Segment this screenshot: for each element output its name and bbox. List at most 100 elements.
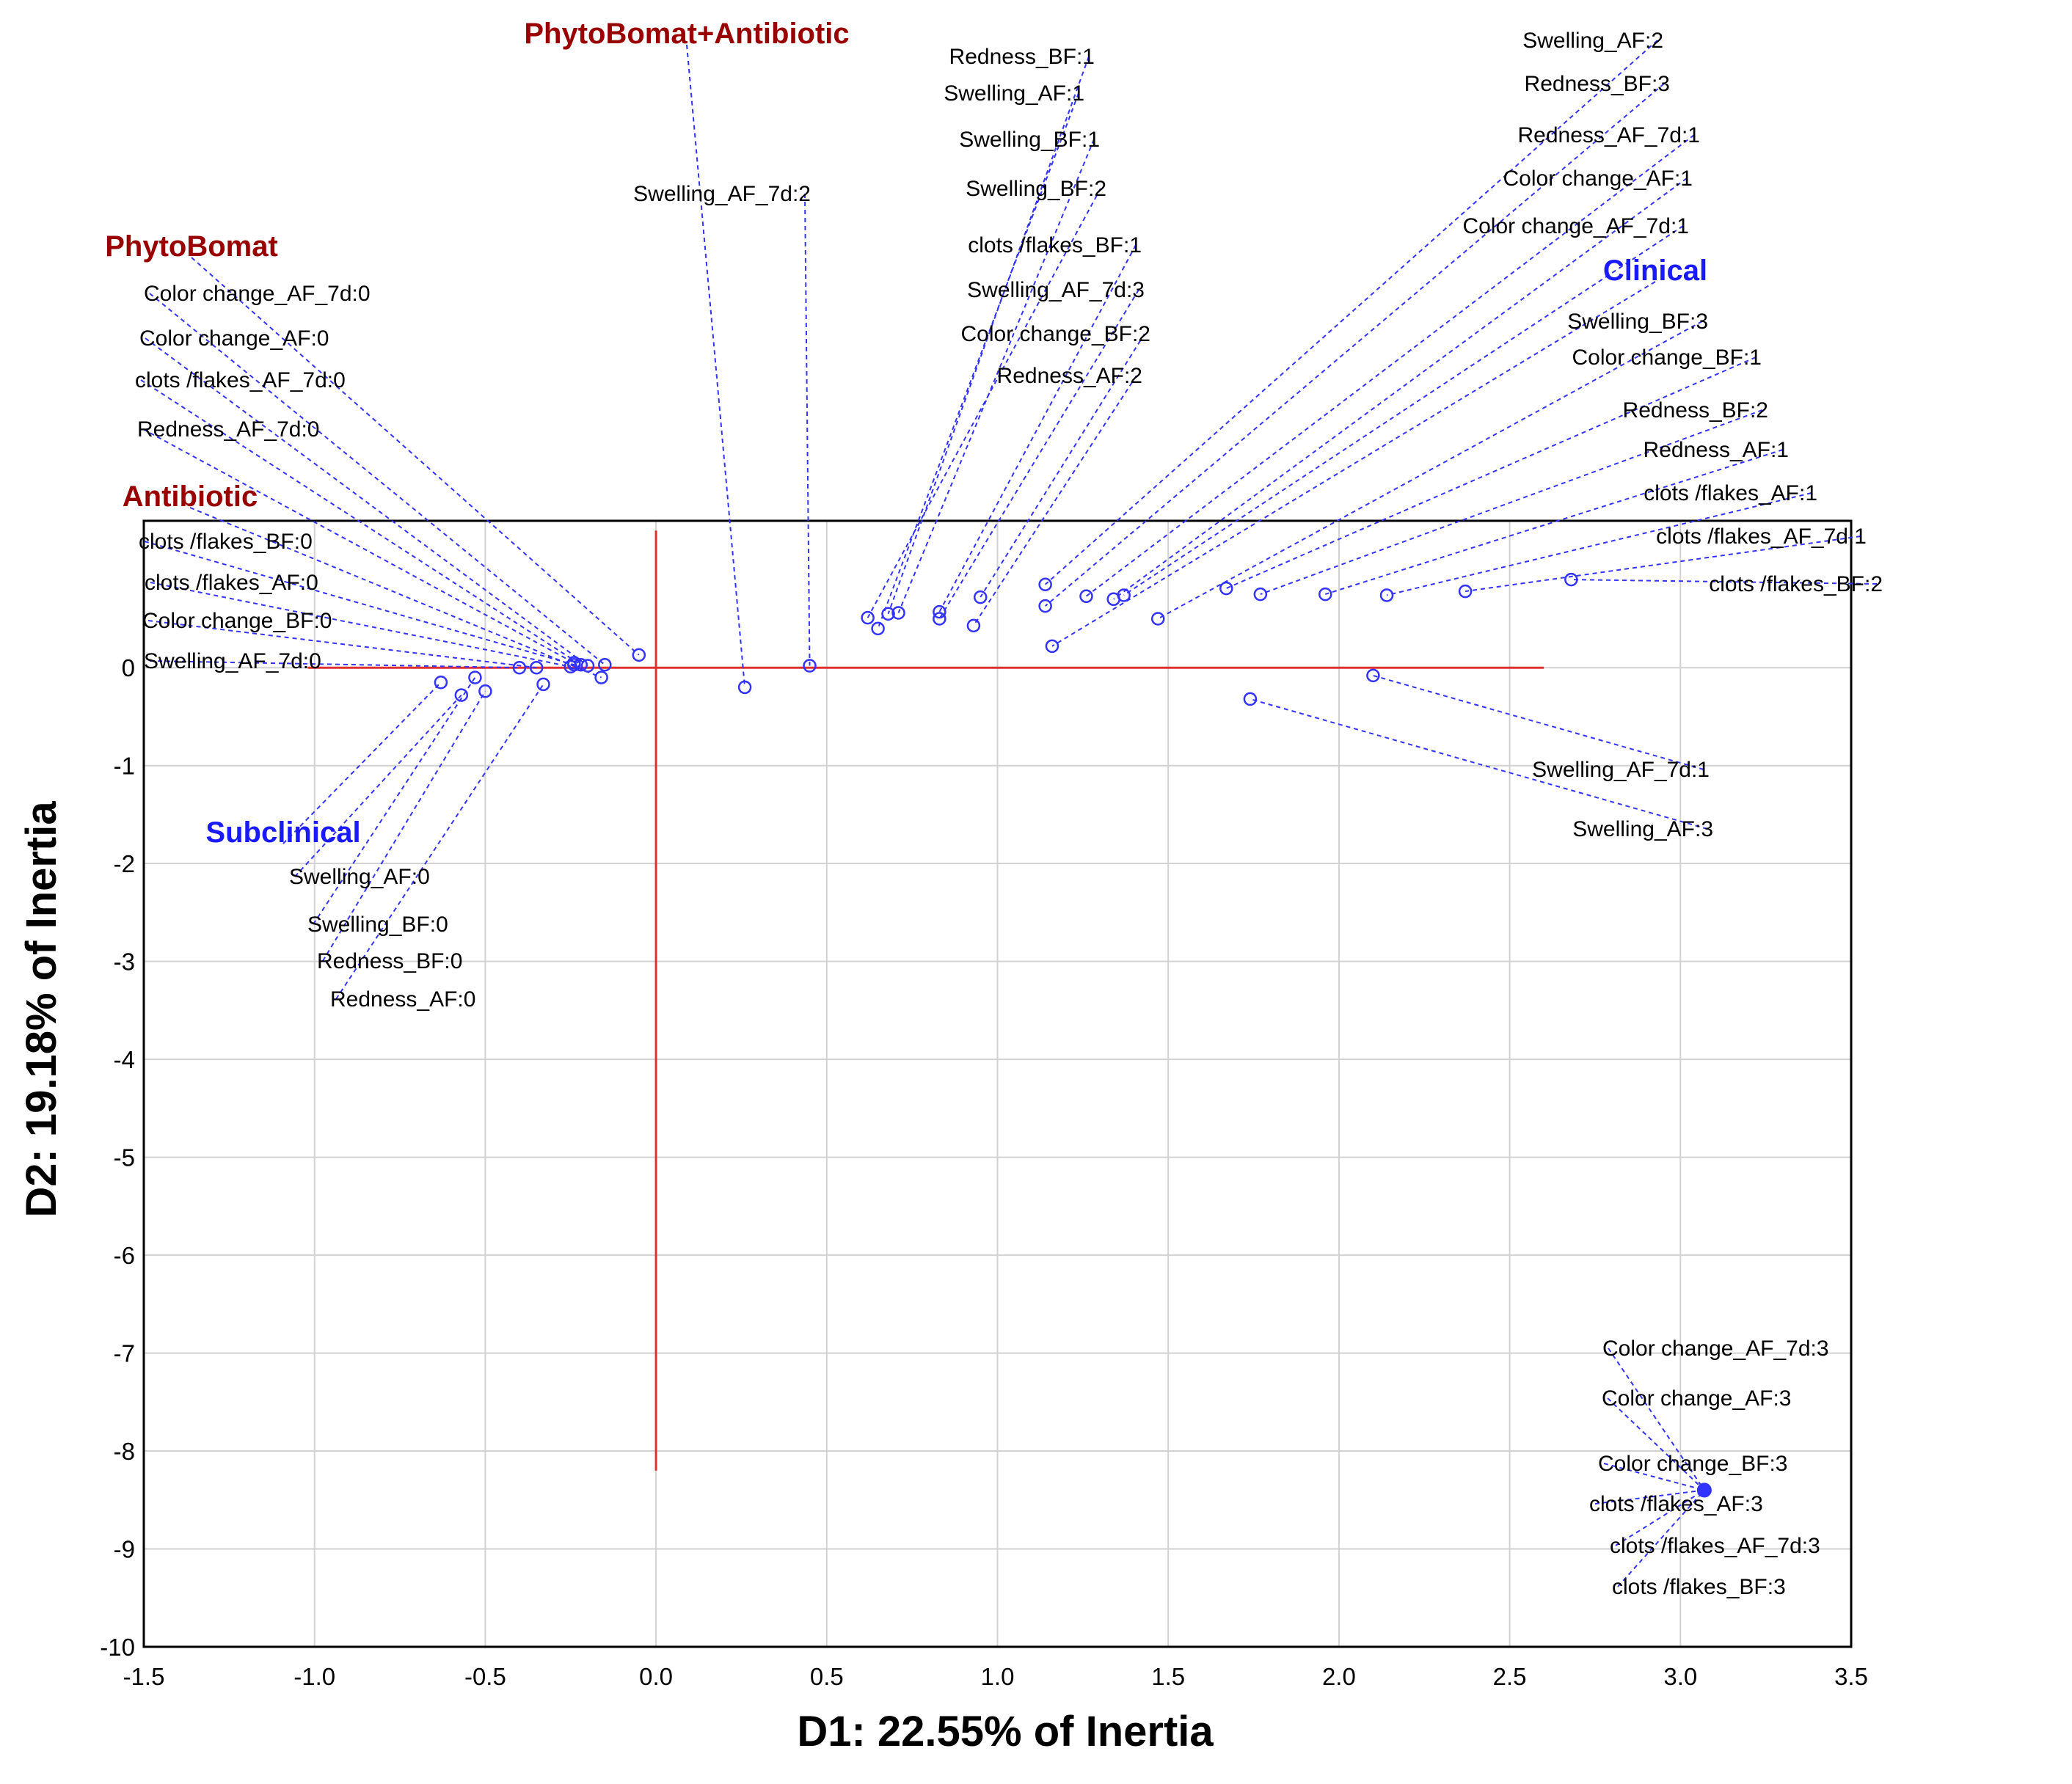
x-tick-label: -1.5 bbox=[123, 1663, 165, 1690]
leader-line bbox=[1464, 535, 1861, 593]
x-tick-label: 0.5 bbox=[810, 1663, 844, 1690]
leader-line bbox=[189, 507, 602, 679]
point-label: Color change_BF:2 bbox=[961, 322, 1151, 346]
leader-line bbox=[980, 333, 1145, 598]
leader-line bbox=[804, 193, 811, 666]
leader-line bbox=[1250, 698, 1708, 830]
leader-line bbox=[144, 541, 574, 666]
y-tick-label: -4 bbox=[114, 1046, 135, 1073]
leader-line bbox=[191, 257, 640, 656]
data-point bbox=[454, 688, 469, 702]
data-point bbox=[1318, 587, 1332, 602]
point-label: Swelling_BF:3 bbox=[1567, 310, 1708, 334]
data-point bbox=[580, 659, 595, 673]
y-tick-label: -1 bbox=[114, 753, 135, 780]
point-label: Swelling_AF:2 bbox=[1522, 29, 1663, 53]
leader-line bbox=[1113, 178, 1688, 600]
point-label: Redness_BF:1 bbox=[949, 45, 1095, 69]
leader-line bbox=[335, 684, 544, 1000]
point-label: Color change_AF_7d:1 bbox=[1462, 214, 1689, 238]
leader-line bbox=[1607, 1397, 1705, 1491]
point-label: Swelling_AF_7d:2 bbox=[633, 182, 811, 206]
leader-line bbox=[887, 56, 1090, 615]
data-point bbox=[1253, 587, 1268, 602]
point-label: Swelling_AF:3 bbox=[1572, 817, 1713, 841]
leader-line bbox=[1045, 83, 1665, 607]
leader-line bbox=[686, 44, 746, 688]
point-label: clots /flakes_BF:1 bbox=[968, 233, 1142, 257]
x-tick-label: -0.5 bbox=[464, 1663, 506, 1690]
point-label: Redness_AF_7d:1 bbox=[1518, 123, 1701, 147]
data-point bbox=[434, 675, 448, 690]
data-point bbox=[529, 660, 544, 675]
y-tick-label: -7 bbox=[114, 1340, 135, 1367]
data-point bbox=[1038, 577, 1052, 592]
data-point bbox=[933, 604, 946, 619]
x-tick-label: 1.5 bbox=[1151, 1663, 1185, 1690]
leader-line bbox=[1260, 409, 1763, 596]
y-tick-label: -5 bbox=[114, 1144, 135, 1171]
point-label: PhytoBomat+Antibiotic bbox=[524, 18, 849, 50]
leader-line bbox=[1615, 1489, 1705, 1546]
data-point bbox=[594, 670, 608, 684]
leader-line bbox=[140, 379, 582, 666]
leader-line bbox=[1386, 492, 1812, 596]
point-label: Swelling_AF_7d:1 bbox=[1532, 758, 1710, 782]
y-tick-label: -9 bbox=[114, 1536, 135, 1563]
leader-line bbox=[1594, 1489, 1705, 1505]
point-label: Color change_BF:3 bbox=[1598, 1452, 1788, 1476]
leader-line bbox=[1603, 1463, 1705, 1491]
overlap-point bbox=[1696, 1483, 1712, 1498]
y-tick-label: -10 bbox=[100, 1634, 135, 1661]
leader-line bbox=[1123, 225, 1684, 596]
point-label: clots /flakes_AF:0 bbox=[145, 571, 318, 595]
point-label: Swelling_BF:1 bbox=[959, 128, 1100, 152]
point-labels: PhytoBomat+Antibiotic Redness_BF:1 Swellin… bbox=[105, 18, 1883, 1599]
point-label: Swelling_AF:1 bbox=[944, 81, 1084, 106]
x-tick-label: 1.0 bbox=[981, 1663, 1015, 1690]
data-point bbox=[737, 680, 752, 695]
point-label: Subclinical bbox=[205, 816, 360, 849]
x-tick-label: -1.0 bbox=[293, 1663, 335, 1690]
leader-line bbox=[1373, 674, 1704, 770]
leader-line bbox=[1157, 321, 1703, 620]
point-label: Color change_AF:3 bbox=[1602, 1386, 1792, 1411]
point-label: Redness_AF_7d:0 bbox=[137, 417, 320, 442]
x-axis-title: D1: 22.55% of Inertia bbox=[797, 1708, 1214, 1755]
data-point bbox=[1379, 588, 1394, 602]
leader-line bbox=[147, 620, 537, 669]
data-point bbox=[933, 612, 946, 626]
leader-line bbox=[877, 92, 1079, 629]
x-tick-label: 3.0 bbox=[1663, 1663, 1697, 1690]
point-label: Swelling_AF:0 bbox=[289, 865, 430, 889]
point-label: clots /flakes_AF_7d:3 bbox=[1610, 1534, 1820, 1558]
data-point bbox=[536, 677, 550, 692]
leader-line bbox=[282, 681, 442, 844]
data-point bbox=[478, 684, 492, 698]
point-label: Redness_AF:1 bbox=[1644, 438, 1789, 462]
y-tick-label: 0 bbox=[122, 654, 135, 681]
leader-line bbox=[867, 188, 1101, 618]
label-leader-lines bbox=[140, 40, 1878, 1587]
data-point bbox=[1045, 639, 1059, 654]
plot-frame bbox=[142, 519, 1853, 1648]
data-point bbox=[1117, 588, 1131, 602]
point-label: Antibiotic bbox=[123, 480, 258, 513]
point-label: Swelling_AF_7d:0 bbox=[144, 649, 321, 673]
data-point bbox=[861, 610, 875, 625]
point-label: Redness_BF:3 bbox=[1525, 72, 1670, 96]
data-point bbox=[1038, 599, 1052, 613]
leader-line bbox=[149, 293, 605, 665]
data-point bbox=[871, 621, 885, 636]
x-tick-label: 0.0 bbox=[639, 1663, 673, 1690]
y-axis-title: D2: 19.18% of Inertia bbox=[18, 801, 65, 1218]
leader-line bbox=[1571, 579, 1878, 585]
leader-line bbox=[1085, 134, 1695, 597]
point-label: Color change_AF_7d:3 bbox=[1602, 1337, 1829, 1361]
data-point bbox=[1079, 589, 1093, 604]
data-point bbox=[973, 590, 988, 604]
y-tick-label: -3 bbox=[114, 948, 135, 976]
point-label: clots /flakes_AF:3 bbox=[1589, 1492, 1763, 1516]
leader-line bbox=[322, 690, 486, 962]
